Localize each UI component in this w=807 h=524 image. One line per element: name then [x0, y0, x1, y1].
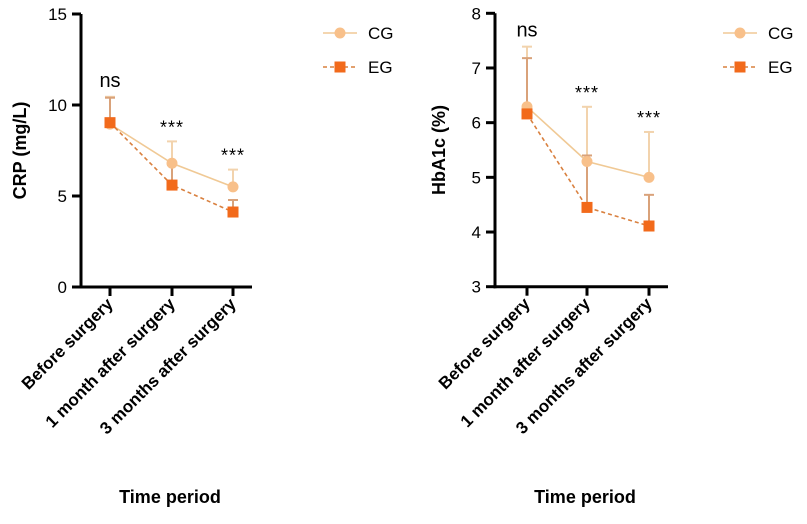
significance-label: *** [160, 117, 184, 137]
legend-marker [334, 61, 346, 73]
y-tick-label: 8 [472, 4, 481, 23]
y-tick-label: 5 [58, 187, 67, 206]
legend-item-cg: CG [723, 24, 794, 43]
y-tick-label: 0 [58, 278, 67, 297]
y-tick-label: 6 [472, 114, 481, 133]
data-point-eg [581, 201, 593, 213]
data-point-eg [643, 220, 655, 232]
significance-label: *** [575, 83, 599, 103]
y-tick-label: 3 [472, 278, 481, 297]
data-point-cg [581, 155, 593, 167]
legend-item-eg: EG [723, 58, 793, 77]
y-axis-title: CRP (mg/L) [10, 102, 30, 200]
legend-label: EG [768, 58, 793, 77]
legend-marker [334, 27, 346, 39]
legend-label: EG [368, 58, 393, 77]
significance-label: ns [516, 20, 537, 42]
y-tick-label: 7 [472, 59, 481, 78]
legend-item-cg: CG [323, 24, 394, 43]
data-point-eg [227, 206, 239, 218]
significance-label: *** [637, 108, 661, 128]
data-point-cg [643, 171, 655, 183]
significance-label: ns [99, 70, 120, 92]
data-point-cg [166, 157, 178, 169]
series-line-eg [526, 113, 650, 227]
data-point-eg [166, 179, 178, 191]
legend-label: CG [768, 24, 794, 43]
x-axis-title: Time period [534, 487, 636, 507]
y-tick-label: 5 [472, 168, 481, 187]
data-point-cg [227, 181, 239, 193]
y-axis-title: HbA1c (%) [429, 105, 449, 195]
x-axis-title: Time period [119, 487, 221, 507]
y-tick-label: 10 [48, 96, 67, 115]
legend-marker [734, 61, 746, 73]
data-point-eg [521, 108, 533, 120]
data-point-eg [104, 117, 116, 129]
y-tick-label: 4 [472, 223, 481, 242]
legend-label: CG [368, 24, 394, 43]
y-tick-label: 15 [48, 5, 67, 24]
legend-item-eg: EG [323, 58, 393, 77]
legend-marker [734, 27, 746, 39]
significance-label: *** [221, 146, 245, 166]
